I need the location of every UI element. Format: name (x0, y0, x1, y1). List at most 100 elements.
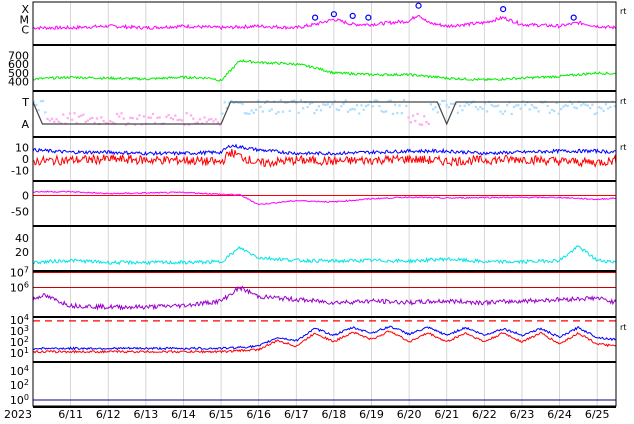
data-point (169, 116, 172, 120)
y-tick-label: A (21, 118, 29, 131)
data-point (46, 117, 49, 120)
y-tick-label: C (21, 24, 29, 37)
data-point (517, 104, 520, 107)
y-tick-label: 106 (10, 281, 29, 295)
data-point (165, 115, 168, 118)
data-point (158, 116, 161, 119)
data-point (510, 112, 513, 116)
data-point (48, 119, 51, 122)
data-point (398, 104, 401, 107)
y-tick-label: 10 (15, 142, 29, 155)
data-point (385, 110, 388, 113)
y-tick-label: -50 (11, 205, 29, 218)
data-point (243, 112, 246, 115)
data-point (55, 118, 58, 121)
data-point (50, 117, 54, 120)
data-point (373, 99, 377, 102)
data-point (402, 99, 406, 102)
y-tick-label: 0 (22, 153, 29, 166)
y-tick-label: 600 (8, 58, 29, 71)
plot-frame (32, 1, 617, 407)
data-point (434, 106, 437, 109)
data-point (405, 104, 408, 108)
data-point (261, 110, 264, 113)
x-tick-label: 6/21 (434, 408, 459, 421)
data-point (515, 104, 518, 107)
series-line (32, 330, 617, 354)
data-point (438, 103, 442, 106)
data-point (203, 116, 206, 119)
data-point (604, 103, 607, 106)
data-point (322, 103, 325, 106)
y-tick-label: 700 (8, 49, 29, 62)
data-point (315, 108, 318, 112)
data-point (441, 99, 444, 103)
data-point (68, 112, 72, 115)
data-point (459, 104, 462, 108)
data-point (279, 99, 282, 102)
data-point (351, 107, 354, 110)
data-point (147, 116, 150, 119)
data-point (62, 113, 65, 116)
data-point (95, 117, 98, 120)
data-point (326, 103, 329, 106)
flare-marker (500, 6, 507, 13)
data-point (371, 105, 374, 108)
data-point (308, 102, 312, 105)
data-point (566, 104, 569, 108)
data-point (349, 108, 352, 111)
y-tick-label: 400 (8, 76, 29, 89)
realtime-flag: rt (620, 7, 626, 16)
data-point (302, 107, 305, 110)
axis-layer: XMCrt400500600700TArt100-10rt0-504020107… (8, 1, 626, 421)
data-point (494, 105, 498, 108)
data-point (530, 103, 533, 107)
data-point (266, 100, 269, 103)
data-point (407, 116, 410, 119)
data-point (149, 116, 152, 119)
data-point (499, 110, 502, 113)
data-point (533, 106, 536, 109)
y-tick-label: 107 (10, 266, 29, 280)
data-point (411, 114, 415, 117)
data-point (299, 99, 303, 102)
data-point (136, 117, 139, 120)
data-point (73, 112, 76, 115)
data-point (420, 123, 424, 126)
series-line (32, 285, 617, 311)
data-point (91, 116, 94, 120)
data-point (342, 102, 345, 105)
data-point (172, 118, 175, 121)
data-point (115, 112, 119, 116)
data-point (187, 123, 190, 126)
data-point (506, 104, 509, 107)
series-line (32, 190, 617, 206)
data-point (550, 108, 554, 112)
series-line (32, 148, 617, 169)
data-point (295, 102, 298, 105)
data-point (93, 121, 96, 124)
data-point (293, 99, 296, 102)
data-point (75, 122, 78, 125)
data-point (414, 119, 417, 123)
data-point (281, 110, 285, 113)
data-point (450, 102, 453, 105)
data-point (84, 120, 87, 123)
data-point (82, 113, 85, 116)
data-point (138, 114, 141, 117)
data-point (201, 122, 204, 125)
data-point (86, 119, 90, 122)
y-tick-label: T (21, 96, 29, 109)
data-point (189, 114, 193, 117)
data-point (80, 114, 83, 117)
data-point (593, 112, 596, 116)
data-point (111, 121, 114, 124)
x-tick-label: 6/14 (171, 408, 196, 421)
series-line (32, 14, 617, 31)
data-point (483, 102, 486, 105)
data-point (474, 105, 477, 109)
data-point (151, 112, 155, 116)
data-point (270, 108, 273, 111)
data-point (174, 114, 177, 117)
data-point (364, 104, 368, 108)
